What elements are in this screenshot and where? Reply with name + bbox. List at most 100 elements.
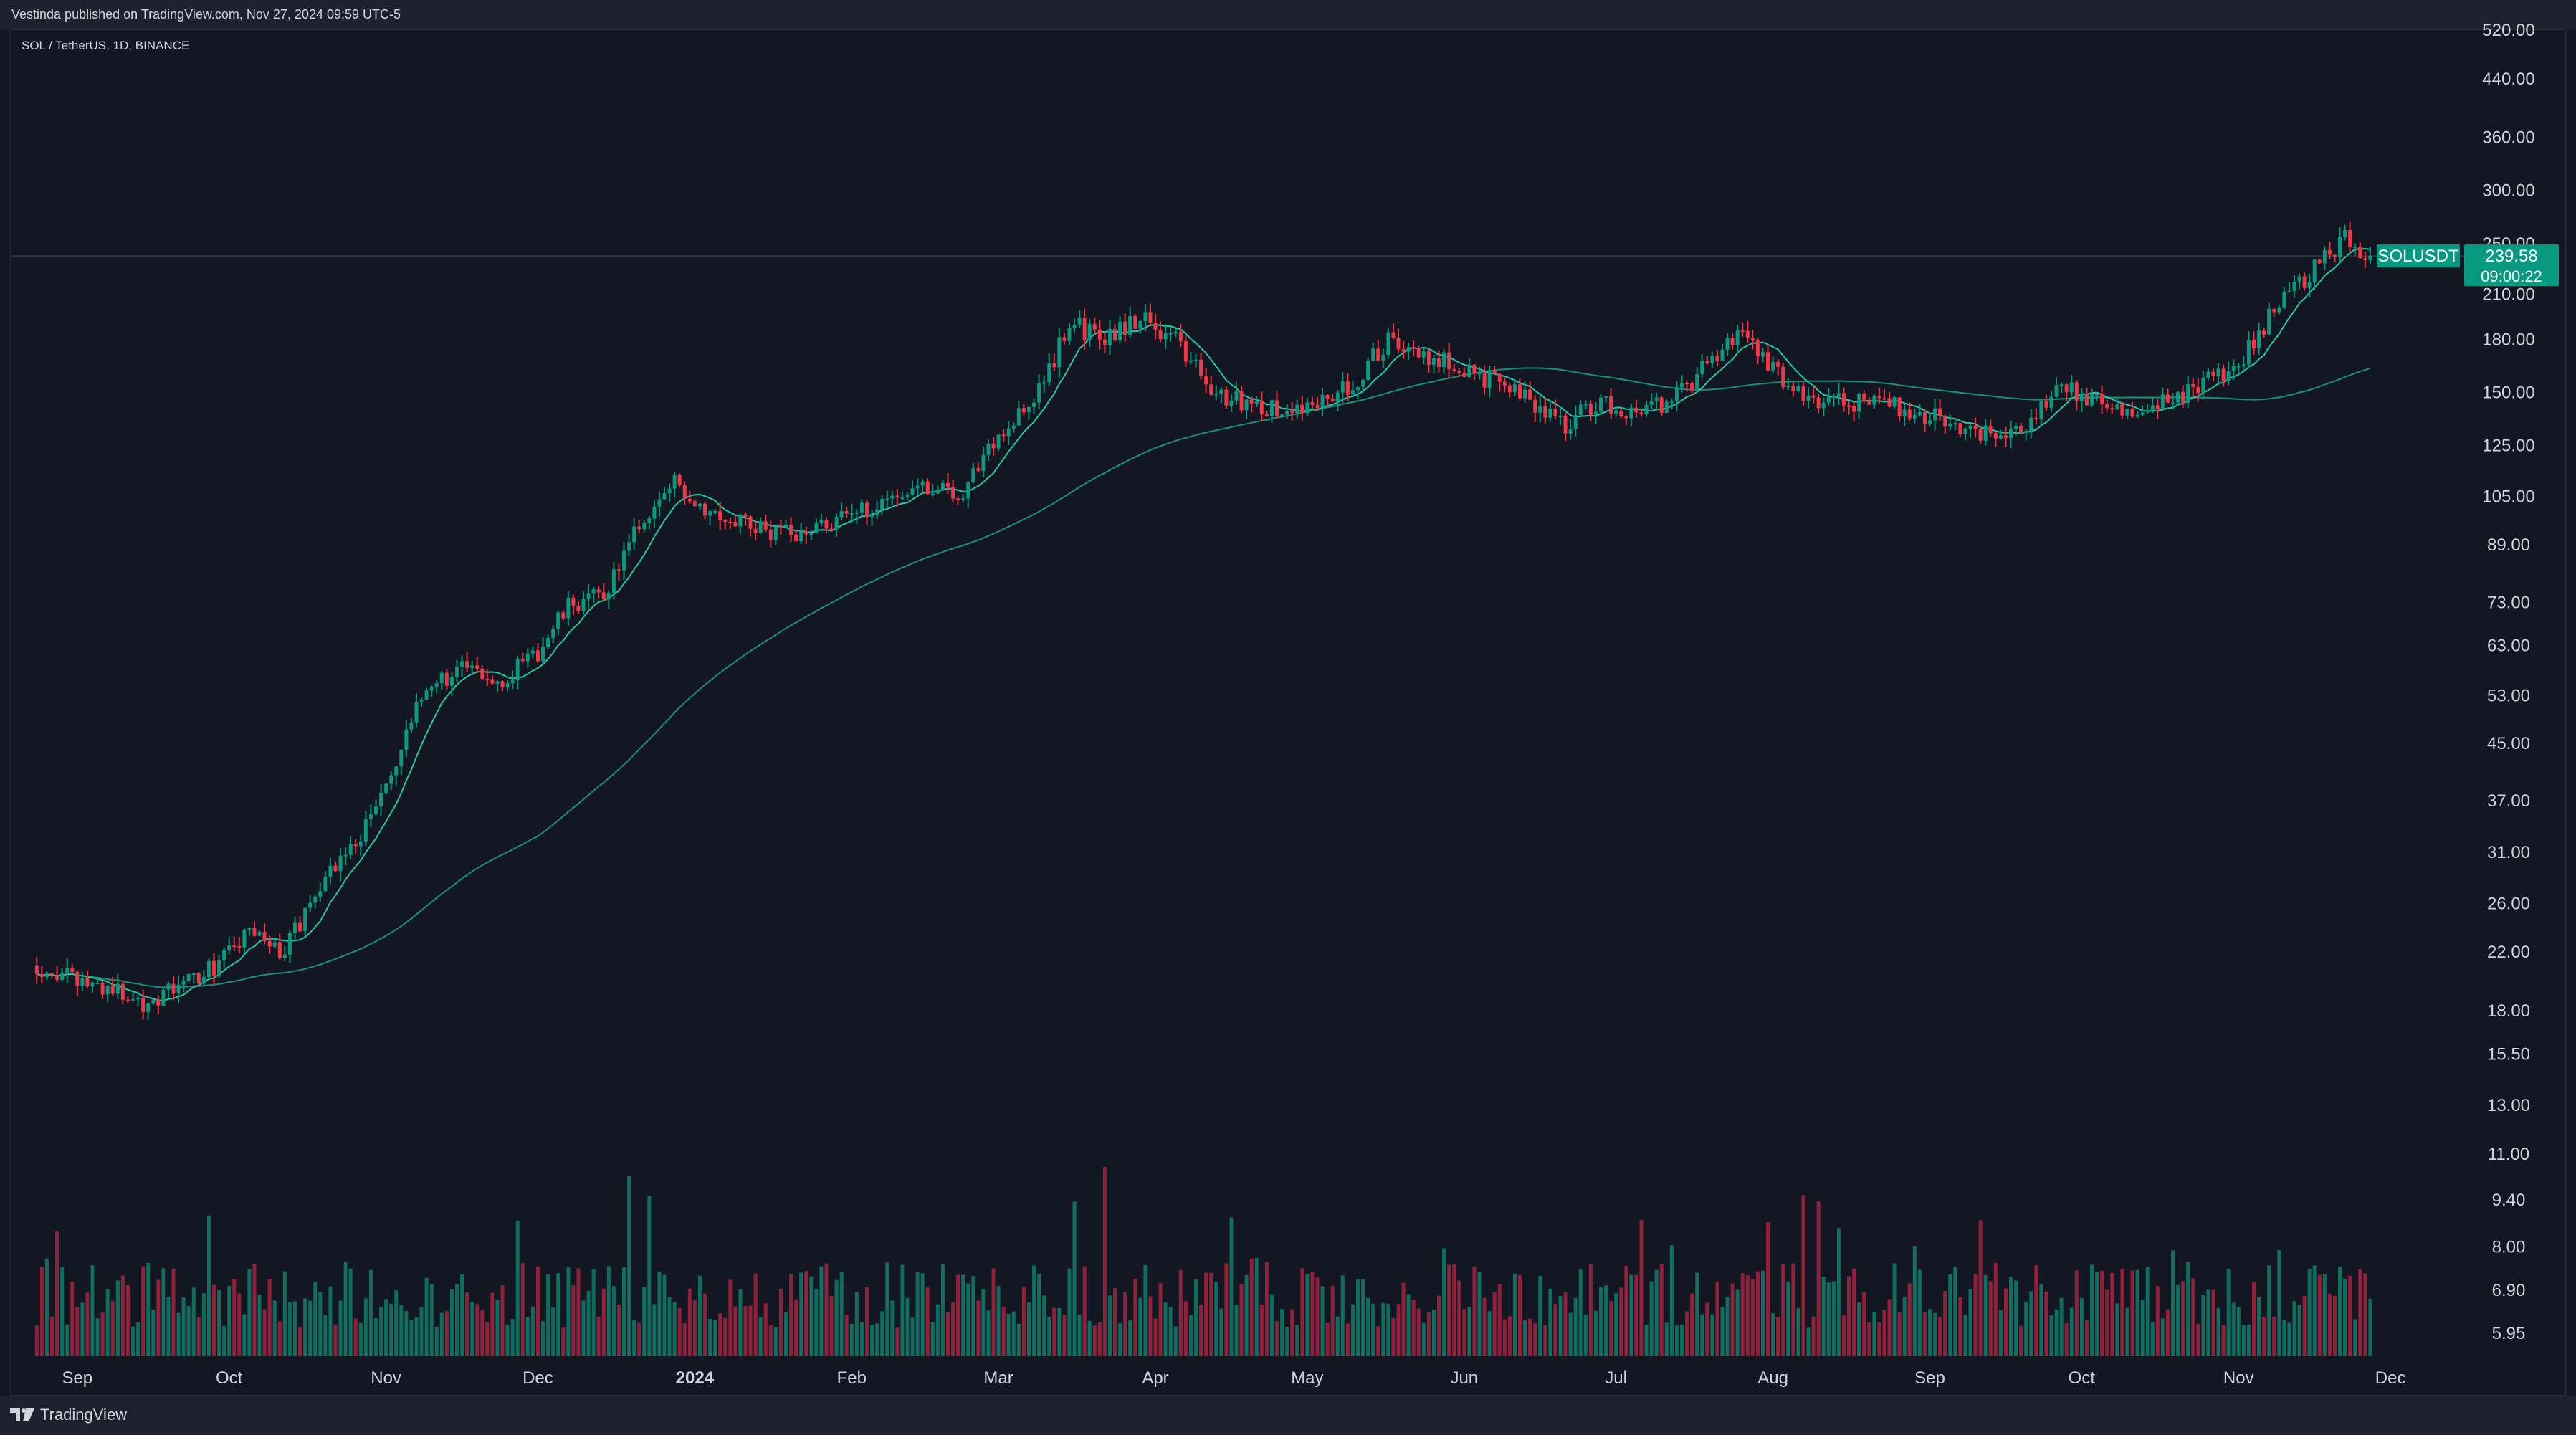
candle-body (1953, 423, 1957, 425)
volume-bar (1173, 1326, 1178, 1356)
volume-bar (854, 1292, 859, 1356)
volume-bar (1507, 1316, 1512, 1356)
candle-body (1933, 408, 1937, 421)
candle-body (2327, 249, 2332, 255)
candle-body (1462, 373, 1466, 377)
candle-body (70, 968, 75, 973)
candle-body (1988, 425, 1993, 434)
candle-body (976, 468, 981, 471)
candle-body (1998, 435, 2003, 439)
volume-bar (2135, 1269, 2139, 1356)
candle-body (166, 983, 171, 990)
volume-bar (2039, 1283, 2043, 1356)
volume-bar (2221, 1325, 2226, 1356)
volume-bar (1386, 1303, 1390, 1356)
volume-bar (171, 1269, 176, 1356)
volume-bar (2145, 1267, 2150, 1356)
candle-body (1629, 407, 1633, 419)
y-tick-label: 53.00 (2487, 687, 2530, 706)
y-tick-label: 73.00 (2487, 593, 2530, 612)
volume-bar (1639, 1219, 1644, 1356)
candle-body (2246, 339, 2251, 365)
y-axis[interactable]: 520.00440.00360.00300.00250.00210.00180.… (2482, 21, 2534, 1343)
chart-frame[interactable] (10, 29, 2566, 1396)
volume-bar (870, 1325, 874, 1356)
candle-body (298, 922, 302, 932)
y-tick-label: 520.00 (2482, 21, 2534, 40)
volume-bar (1102, 1167, 1107, 1356)
volume-bar (247, 1268, 252, 1356)
candle-body (2034, 418, 2038, 420)
volume-bar (1998, 1310, 2003, 1356)
candle-body (1062, 337, 1067, 341)
candle-body (358, 842, 363, 847)
candle-body (2090, 394, 2094, 406)
volume-bar (1963, 1315, 1967, 1356)
candle-body (1047, 363, 1051, 383)
volume-bar (176, 1312, 181, 1356)
candle-body (859, 502, 864, 512)
volume-bar (181, 1297, 186, 1356)
candle-body (1852, 406, 1856, 412)
candle-body (1644, 404, 1649, 415)
last-price-text: 239.58 (2485, 247, 2537, 266)
candle-body (1674, 387, 1679, 401)
volume-bar (930, 1322, 935, 1356)
volume-bar (267, 1278, 272, 1356)
volume-bar (1750, 1279, 1755, 1356)
volume-bar (2216, 1307, 2220, 1356)
candle-body (662, 493, 667, 500)
y-tick-label: 26.00 (2487, 894, 2530, 913)
volume-bar (1047, 1317, 1051, 1356)
candle-body (1745, 330, 1750, 338)
candle-body (1194, 359, 1198, 361)
volume-bar (2332, 1295, 2337, 1356)
volume-bar (1958, 1297, 1962, 1356)
candle-body (1578, 404, 1583, 415)
y-tick-label: 45.00 (2487, 734, 2530, 753)
candle-body (1016, 408, 1021, 426)
candle-body (257, 932, 262, 936)
candle-body (2095, 394, 2099, 396)
volume-bar (718, 1313, 722, 1356)
candle-body (1371, 348, 1375, 361)
y-tick-label: 13.00 (2487, 1096, 2530, 1115)
volume-bar (2307, 1269, 2312, 1356)
volume-bar (2095, 1272, 2099, 1356)
candle-body (1715, 356, 1719, 361)
x-axis[interactable]: Sep Oct Nov Dec 2024 Feb Mar Apr May Jun Jul Aug Sep… (62, 1368, 2405, 1388)
candle-body (454, 667, 459, 677)
tradingview-logo[interactable]: TradingView (10, 1405, 127, 1425)
volume-bar (1350, 1304, 1355, 1356)
candle-body (1593, 411, 1598, 415)
volume-bar (1685, 1311, 1689, 1356)
volume-bar (1867, 1322, 1871, 1356)
volume-bar (2079, 1298, 2084, 1356)
candle-body (186, 973, 191, 981)
volume-bar (1315, 1277, 1320, 1356)
volume-bar (1760, 1270, 1765, 1356)
price-chart[interactable]: 520.00440.00360.00300.00250.00210.00180.… (0, 0, 2576, 1396)
candle-body (171, 983, 176, 994)
volume-bar (505, 1324, 510, 1356)
candle-body (1305, 402, 1310, 414)
volume-bar (323, 1315, 328, 1356)
candle-body (2140, 412, 2145, 415)
y-tick-label: 63.00 (2487, 636, 2530, 655)
candle-body (394, 766, 399, 776)
candle-body (2009, 429, 2013, 438)
volume-bar (1664, 1322, 1669, 1356)
volume-bar (419, 1307, 424, 1356)
volume-bar (1229, 1217, 1234, 1356)
volume-bar (966, 1283, 970, 1356)
volume-bar (591, 1269, 596, 1356)
candle-body (951, 487, 955, 499)
volume-bar (1178, 1269, 1183, 1356)
candle-body (824, 520, 829, 529)
volume-bar (1821, 1277, 1826, 1356)
candle-body (642, 522, 647, 530)
tradingview-logo-icon (10, 1408, 34, 1421)
candle-body (692, 501, 697, 507)
x-tick-label: 2024 (676, 1368, 715, 1388)
candle-body (1922, 412, 1927, 424)
